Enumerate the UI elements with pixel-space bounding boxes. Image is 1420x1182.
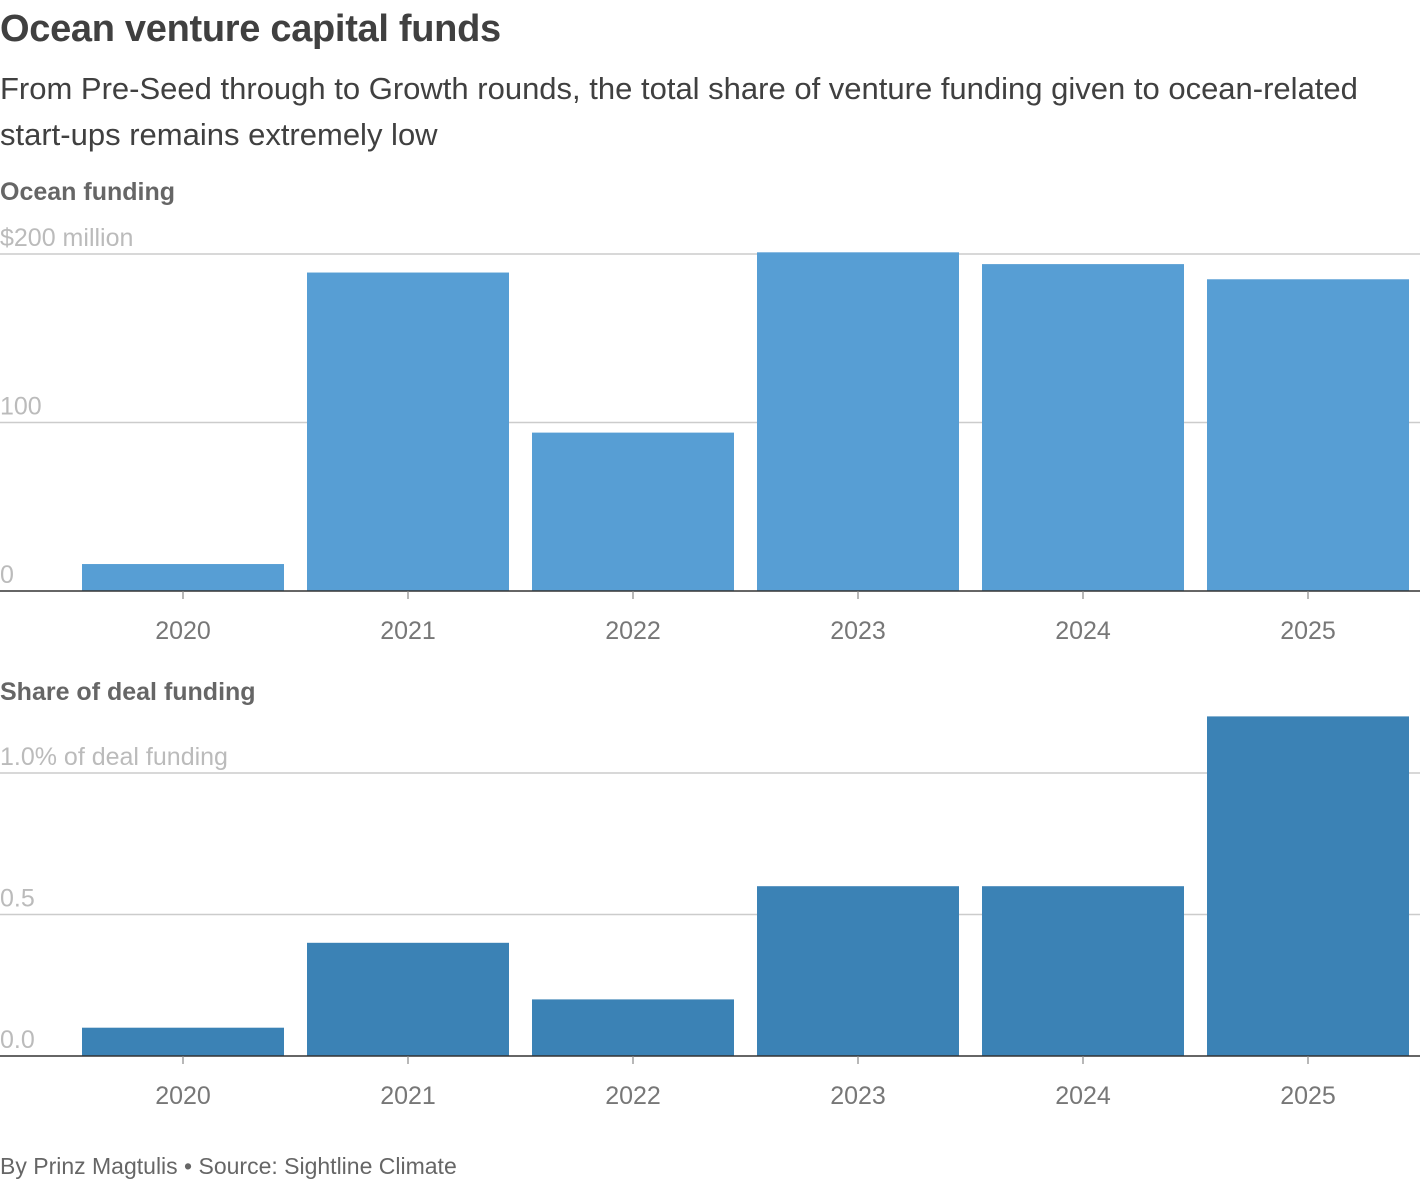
ocean-funding-x-tick-label: 2021 xyxy=(380,617,436,645)
ocean-funding-chart: 0 100 $200 million 2020 2021 2022 2023 2024 2025 xyxy=(0,224,1420,645)
chart-subtitle: From Pre-Seed through to Growth rounds, … xyxy=(0,71,1358,152)
ocean-funding-bar-2021 xyxy=(307,272,509,591)
ocean-funding-x-tick-label: 2022 xyxy=(605,617,661,645)
deal-share-bar-2022 xyxy=(532,999,734,1056)
deal-share-x-tick-label: 2021 xyxy=(380,1082,436,1110)
byline-source: By Prinz Magtulis • Source: Sightline Cl… xyxy=(0,1153,457,1179)
panel-title-ocean-funding: Ocean funding xyxy=(0,178,175,206)
deal-share-y-tick-label: 0.0 xyxy=(0,1026,35,1054)
deal-share-x-tick-label: 2024 xyxy=(1055,1082,1111,1110)
deal-share-x-tick-label: 2023 xyxy=(830,1082,886,1110)
deal-share-bar-2024 xyxy=(982,886,1184,1056)
ocean-funding-bar-2022 xyxy=(532,432,734,591)
deal-share-bar-2020 xyxy=(82,1027,284,1056)
ocean-funding-x-tick-label: 2023 xyxy=(830,617,886,645)
ocean-funding-bar-2023 xyxy=(757,252,959,591)
deal-share-x-tick-label: 2025 xyxy=(1280,1082,1336,1110)
deal-share-y-tick-label: 1.0% of deal funding xyxy=(0,743,228,771)
ocean-funding-x-tick-label: 2025 xyxy=(1280,617,1336,645)
ocean-funding-bar-2024 xyxy=(982,264,1184,591)
ocean-funding-y-tick-label: 100 xyxy=(0,393,42,421)
deal-share-x-tick-label: 2022 xyxy=(605,1082,661,1110)
deal-share-x-tick-label: 2020 xyxy=(155,1082,211,1110)
ocean-funding-bar-2025 xyxy=(1207,279,1409,591)
ocean-funding-bar-2020 xyxy=(82,564,284,591)
deal-share-bar-2023 xyxy=(757,886,959,1056)
panel-title-share-of-deal-funding: Share of deal funding xyxy=(0,678,256,706)
ocean-funding-y-tick-label: $200 million xyxy=(0,224,133,252)
ocean-funding-x-tick-label: 2020 xyxy=(155,617,211,645)
share-of-deal-funding-chart: 0.0 0.5 1.0% of deal funding 2020 2021 2022 20… xyxy=(0,716,1420,1110)
ocean-funding-y-tick-label: 0 xyxy=(0,561,14,589)
ocean-funding-x-tick-label: 2024 xyxy=(1055,617,1111,645)
deal-share-bar-2025 xyxy=(1207,716,1409,1056)
chart-title: Ocean venture capital funds xyxy=(0,8,501,50)
deal-share-y-tick-label: 0.5 xyxy=(0,885,35,913)
deal-share-bar-2021 xyxy=(307,942,509,1056)
